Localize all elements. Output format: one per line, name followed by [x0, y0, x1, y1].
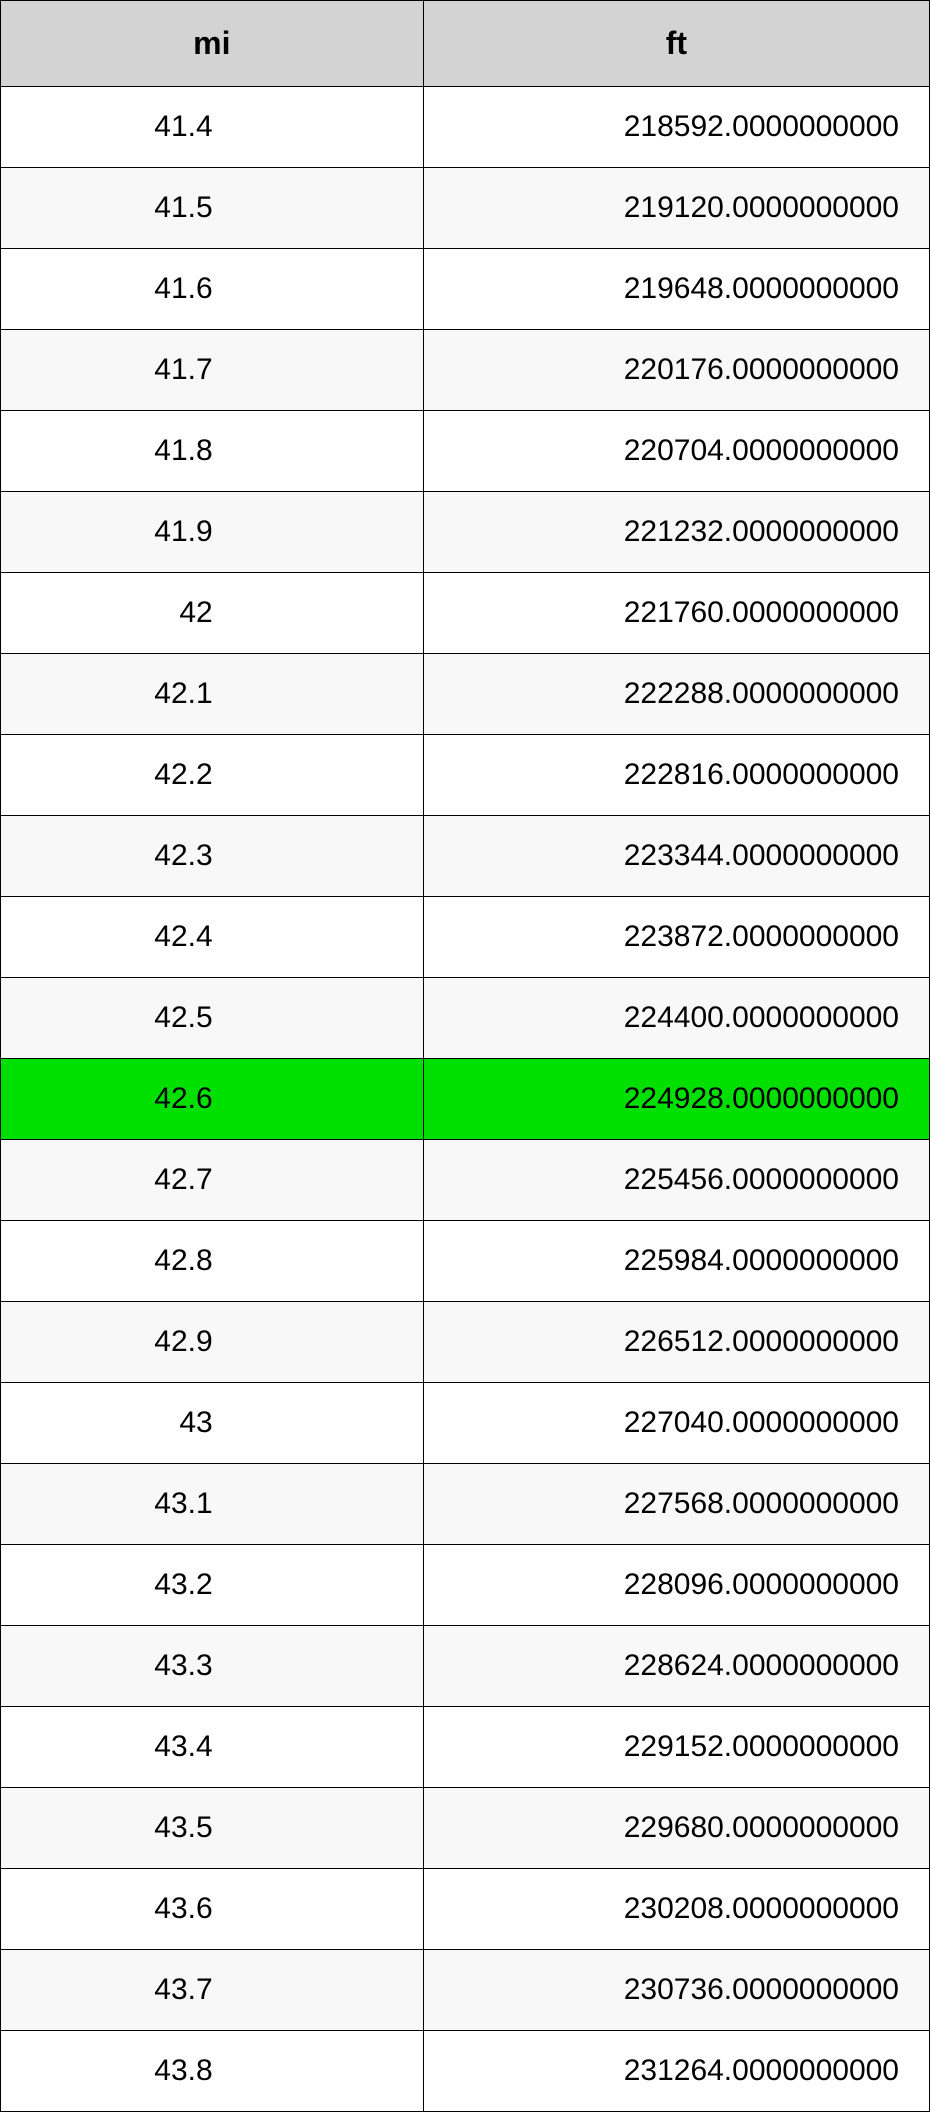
- table-row: 43.1 227568.0000000000: [1, 1464, 930, 1545]
- table-row: 41.9 221232.0000000000: [1, 492, 930, 573]
- table-row: 41.6 219648.0000000000: [1, 249, 930, 330]
- cell-ft: 221232.0000000000: [423, 492, 929, 573]
- cell-ft: 220704.0000000000: [423, 411, 929, 492]
- cell-mi: 43.8: [1, 2031, 424, 2112]
- cell-ft: 219648.0000000000: [423, 249, 929, 330]
- table-row: 42 221760.0000000000: [1, 573, 930, 654]
- table-row: 42.3 223344.0000000000: [1, 816, 930, 897]
- cell-ft: 229152.0000000000: [423, 1707, 929, 1788]
- cell-ft: 224928.0000000000: [423, 1059, 929, 1140]
- table-row: 43 227040.0000000000: [1, 1383, 930, 1464]
- cell-mi: 42.3: [1, 816, 424, 897]
- cell-mi: 42: [1, 573, 424, 654]
- conversion-table: mi ft 41.4 218592.0000000000 41.5 219120…: [0, 0, 930, 2112]
- table-row: 42.5 224400.0000000000: [1, 978, 930, 1059]
- cell-ft: 229680.0000000000: [423, 1788, 929, 1869]
- table-row: 43.3 228624.0000000000: [1, 1626, 930, 1707]
- cell-mi: 41.7: [1, 330, 424, 411]
- cell-ft: 218592.0000000000: [423, 87, 929, 168]
- table-row: 42.1 222288.0000000000: [1, 654, 930, 735]
- cell-mi: 43.5: [1, 1788, 424, 1869]
- cell-mi: 41.6: [1, 249, 424, 330]
- cell-mi: 42.1: [1, 654, 424, 735]
- cell-mi: 43.1: [1, 1464, 424, 1545]
- column-header-ft: ft: [423, 1, 929, 87]
- cell-ft: 221760.0000000000: [423, 573, 929, 654]
- cell-mi: 42.6: [1, 1059, 424, 1140]
- cell-mi: 42.2: [1, 735, 424, 816]
- table-row: 41.4 218592.0000000000: [1, 87, 930, 168]
- table-row: 41.5 219120.0000000000: [1, 168, 930, 249]
- cell-ft: 220176.0000000000: [423, 330, 929, 411]
- cell-mi: 41.5: [1, 168, 424, 249]
- table-row: 42.4 223872.0000000000: [1, 897, 930, 978]
- table-row: 43.5 229680.0000000000: [1, 1788, 930, 1869]
- cell-ft: 227568.0000000000: [423, 1464, 929, 1545]
- cell-ft: 219120.0000000000: [423, 168, 929, 249]
- cell-ft: 228096.0000000000: [423, 1545, 929, 1626]
- cell-mi: 41.9: [1, 492, 424, 573]
- table-row: 42.7 225456.0000000000: [1, 1140, 930, 1221]
- cell-ft: 222288.0000000000: [423, 654, 929, 735]
- column-header-mi: mi: [1, 1, 424, 87]
- cell-mi: 42.7: [1, 1140, 424, 1221]
- cell-ft: 226512.0000000000: [423, 1302, 929, 1383]
- table-row: 42.8 225984.0000000000: [1, 1221, 930, 1302]
- cell-ft: 223344.0000000000: [423, 816, 929, 897]
- cell-mi: 43: [1, 1383, 424, 1464]
- cell-ft: 223872.0000000000: [423, 897, 929, 978]
- cell-mi: 41.4: [1, 87, 424, 168]
- cell-mi: 43.6: [1, 1869, 424, 1950]
- table-row: 43.4 229152.0000000000: [1, 1707, 930, 1788]
- table-row: 41.8 220704.0000000000: [1, 411, 930, 492]
- cell-ft: 225456.0000000000: [423, 1140, 929, 1221]
- cell-mi: 42.4: [1, 897, 424, 978]
- cell-mi: 43.2: [1, 1545, 424, 1626]
- table-row: 43.6 230208.0000000000: [1, 1869, 930, 1950]
- cell-mi: 43.3: [1, 1626, 424, 1707]
- cell-ft: 228624.0000000000: [423, 1626, 929, 1707]
- table-row: 42.9 226512.0000000000: [1, 1302, 930, 1383]
- table-row: 43.7 230736.0000000000: [1, 1950, 930, 2031]
- cell-ft: 225984.0000000000: [423, 1221, 929, 1302]
- cell-ft: 227040.0000000000: [423, 1383, 929, 1464]
- cell-mi: 42.9: [1, 1302, 424, 1383]
- cell-mi: 42.5: [1, 978, 424, 1059]
- cell-mi: 42.8: [1, 1221, 424, 1302]
- cell-ft: 230208.0000000000: [423, 1869, 929, 1950]
- cell-mi: 41.8: [1, 411, 424, 492]
- cell-mi: 43.4: [1, 1707, 424, 1788]
- table-row-highlighted: 42.6 224928.0000000000: [1, 1059, 930, 1140]
- cell-ft: 231264.0000000000: [423, 2031, 929, 2112]
- table-row: 42.2 222816.0000000000: [1, 735, 930, 816]
- cell-mi: 43.7: [1, 1950, 424, 2031]
- table-body: 41.4 218592.0000000000 41.5 219120.00000…: [1, 87, 930, 2112]
- table-row: 43.2 228096.0000000000: [1, 1545, 930, 1626]
- table-header-row: mi ft: [1, 1, 930, 87]
- conversion-table-container: mi ft 41.4 218592.0000000000 41.5 219120…: [0, 0, 930, 2112]
- table-row: 41.7 220176.0000000000: [1, 330, 930, 411]
- cell-ft: 224400.0000000000: [423, 978, 929, 1059]
- table-row: 43.8 231264.0000000000: [1, 2031, 930, 2112]
- cell-ft: 222816.0000000000: [423, 735, 929, 816]
- cell-ft: 230736.0000000000: [423, 1950, 929, 2031]
